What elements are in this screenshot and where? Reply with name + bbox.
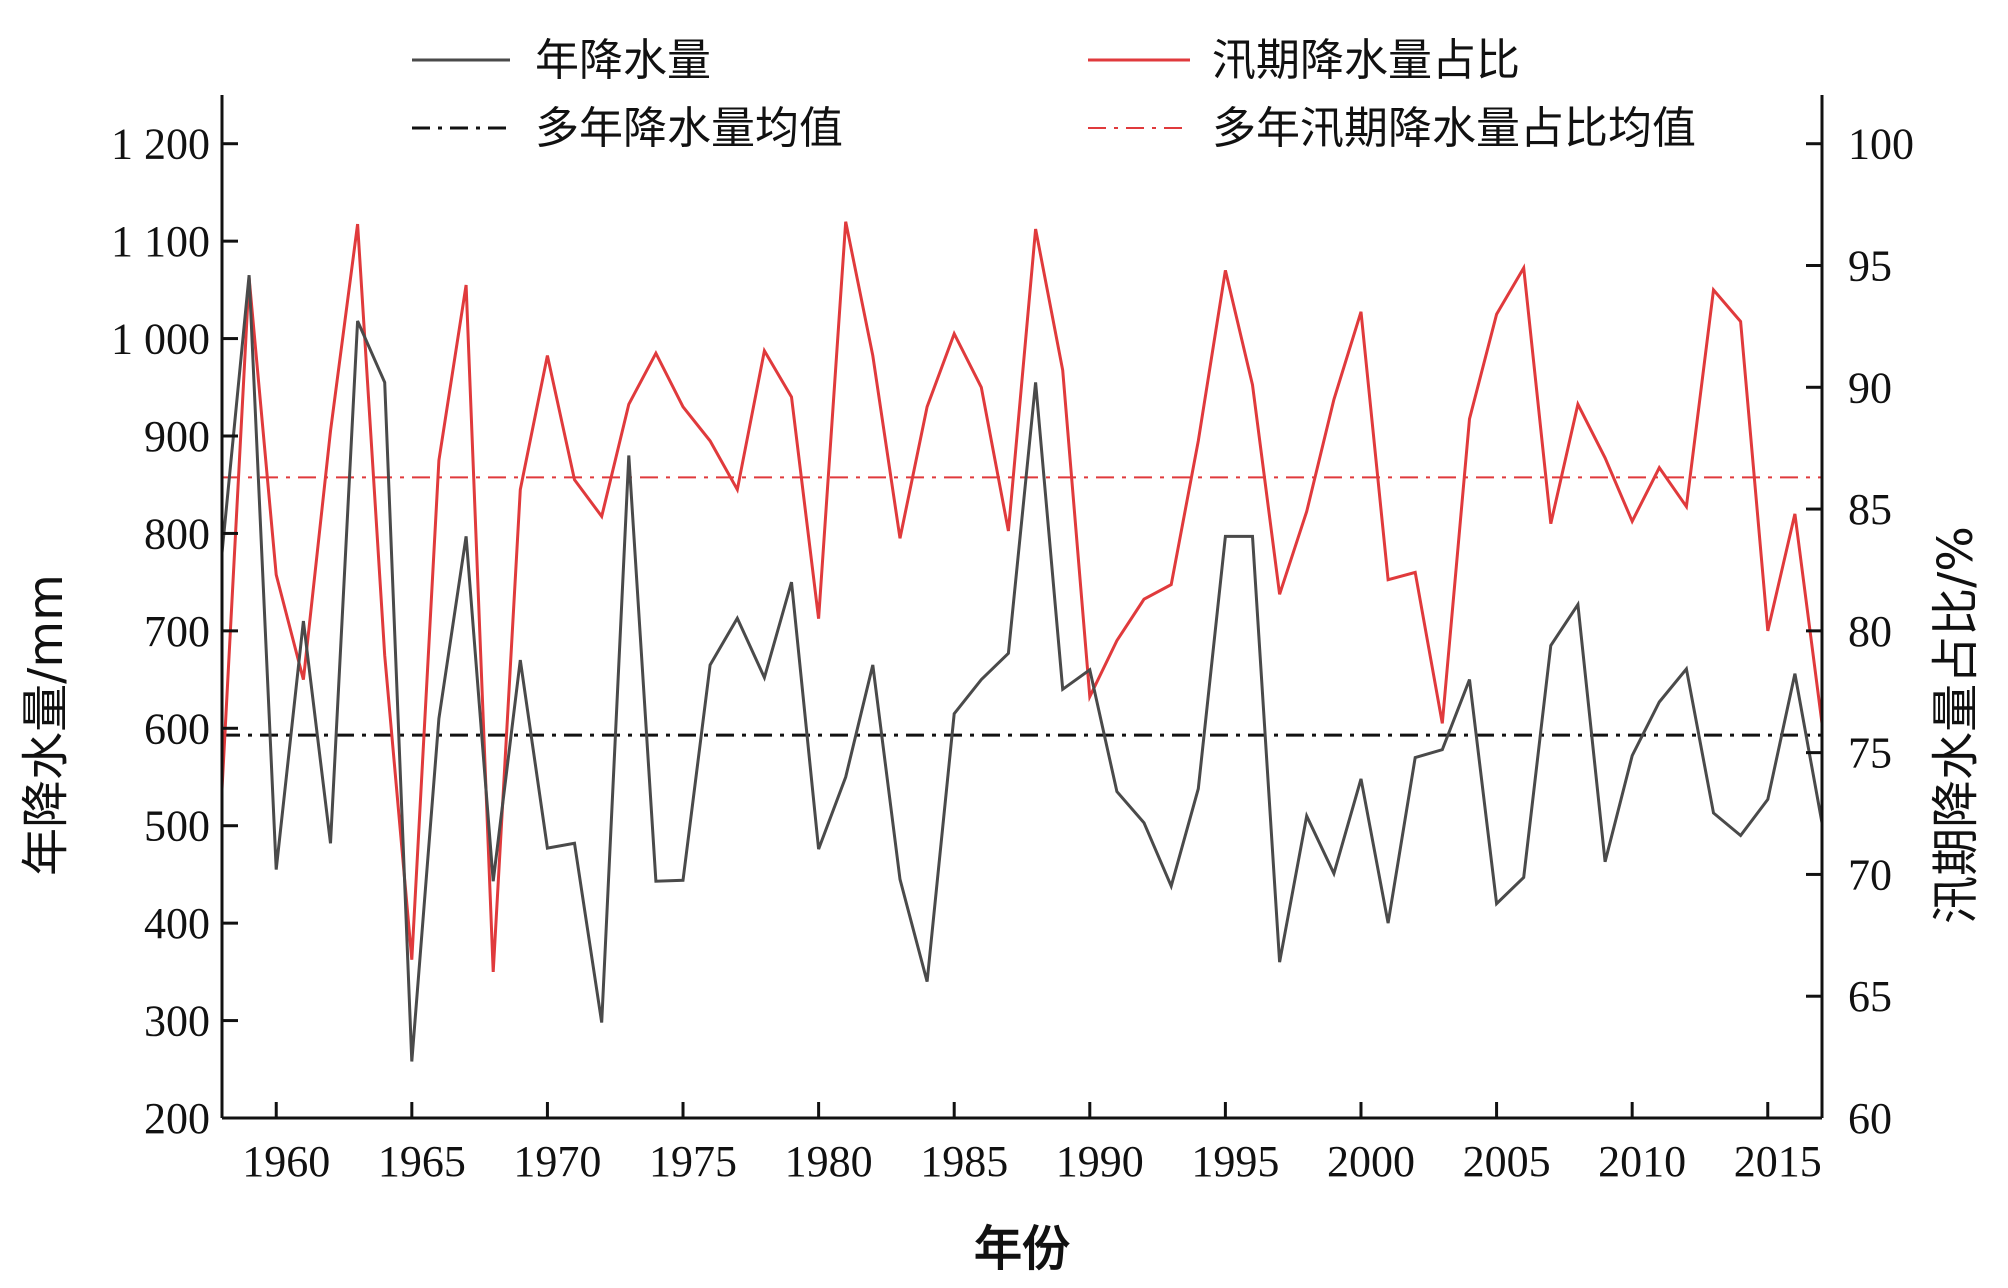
axes [220,95,1824,1120]
x-tick-label: 1990 [1056,1137,1144,1186]
y-right-tick-label: 100 [1848,120,1914,169]
y-right-tick-label: 75 [1848,729,1892,778]
y-left-tick-label: 200 [144,1094,210,1143]
y-left-tick-label: 1 000 [111,315,210,364]
y-right-tick-label: 90 [1848,363,1892,412]
y-axis-left-title: 年降水量/mm [18,574,74,876]
y-left-tick-label: 600 [144,704,210,753]
y-left-tick-label: 700 [144,607,210,656]
y-left-tick-label: 500 [144,802,210,851]
y-left-tick-label: 900 [144,412,210,461]
series-annual-precip [220,275,1824,1062]
reference-lines [222,476,1822,737]
legend-label-annual-precip: 年降水量 [535,35,711,86]
y-right-tick-label: 80 [1848,607,1892,656]
x-tick-label: 2010 [1598,1137,1686,1186]
y-left-tick-label: 800 [144,509,210,558]
x-tick-label: 1970 [513,1137,601,1186]
y-right-tick-label: 95 [1848,242,1892,291]
y-right-tick-label: 60 [1848,1094,1892,1143]
x-tick-label: 2000 [1327,1137,1415,1186]
legend-label-annual-mean: 多年降水量均值 [535,103,843,154]
x-tick-label: 2015 [1734,1137,1822,1186]
x-tick-label: 2005 [1463,1137,1551,1186]
x-tick-label: 1985 [920,1137,1008,1186]
x-tick-label: 1965 [378,1137,466,1186]
x-axis-title: 年份 [974,1221,1070,1277]
series-lines [220,221,1824,1062]
legend-label-ratio-mean: 多年汛期降水量占比均值 [1212,103,1696,154]
x-tick-label: 1960 [242,1137,330,1186]
x-tick-label: 1975 [649,1137,737,1186]
y-left-tick-label: 1 100 [111,217,210,266]
tick-labels: 200 300 400 500 600 700 800 900 1 000 1 100 1 200 6… [111,120,1914,1186]
legend-label-flood-ratio: 汛期降水量占比 [1212,35,1520,86]
series-flood-ratio [220,221,1824,972]
legend: 年降水量 汛期降水量占比 多年降水量均值 多年汛期降水量占比均值 [412,35,1696,154]
series-line-annual-precip [220,275,1824,1062]
y-left-tick-label: 300 [144,997,210,1046]
y-right-tick-label: 65 [1848,972,1892,1021]
y-left-tick-label: 400 [144,899,210,948]
series-line-flood-ratio [220,221,1824,972]
y-left-tick-label: 1 200 [111,120,210,169]
y-right-tick-label: 85 [1848,485,1892,534]
x-tick-label: 1980 [785,1137,873,1186]
x-tick-label: 1995 [1191,1137,1279,1186]
y-right-tick-label: 70 [1848,850,1892,899]
y-axis-right-title: 汛期降水量占比/% [1928,526,1984,924]
